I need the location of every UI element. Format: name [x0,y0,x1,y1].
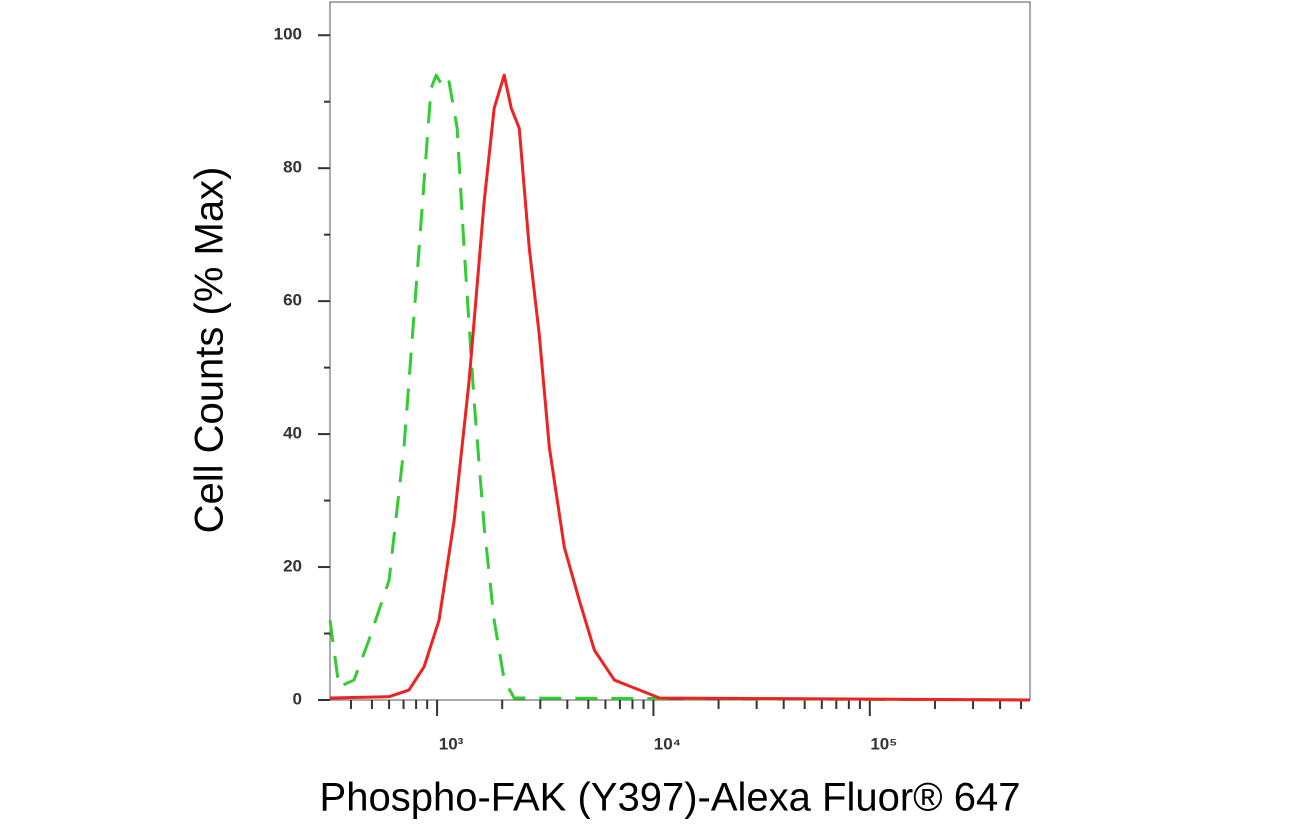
series-line [328,73,1031,702]
y-tick-label: 40 [283,424,302,443]
y-tick-label: 60 [283,291,302,310]
x-tick-label: 10⁵ [870,734,897,753]
plot-frame [329,1,1031,701]
x-tick-label: 10³ [439,734,464,753]
y-tick-label: 0 [293,689,302,708]
series-line [329,73,1031,702]
y-tick-label: 20 [283,557,302,576]
y-tick-label: 80 [283,158,302,177]
x-axis-label: Phospho-FAK (Y397)-Alexa Fluor® 647 [320,776,1021,820]
x-tick-label: 10⁴ [654,734,681,753]
y-axis-label: Cell Counts (% Max) [188,167,232,534]
y-tick-label: 100 [274,25,302,44]
